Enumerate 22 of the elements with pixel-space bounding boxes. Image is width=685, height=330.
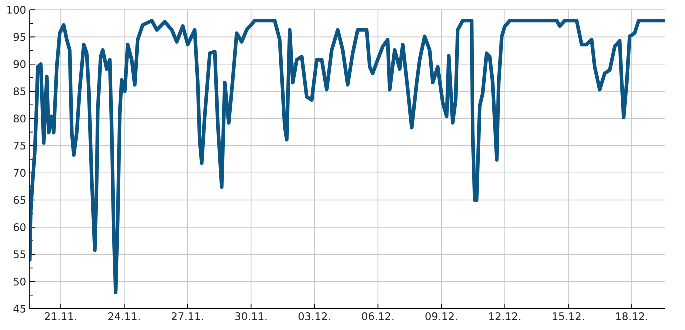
x-tick-label: 27.11. xyxy=(172,312,204,320)
x-tick-label: 03.12. xyxy=(298,312,330,320)
y-tick-label: 95 xyxy=(14,33,26,42)
y-tick-label: 90 xyxy=(14,60,26,68)
y-tick-label: 70 xyxy=(14,169,26,178)
y-tick-label: 50 xyxy=(14,278,26,286)
y-tick-label: 45 xyxy=(14,305,26,313)
y-tick-label: 100 xyxy=(8,6,26,14)
x-tick-label: 06.12. xyxy=(362,312,394,320)
y-tick-label: 65 xyxy=(14,196,26,204)
x-tick-label: 30.11. xyxy=(235,312,267,320)
y-tick-label: 85 xyxy=(14,88,26,96)
y-tick-label: 75 xyxy=(14,142,26,150)
x-tick-label: 24.11. xyxy=(108,312,140,320)
x-tick-label: 15.12. xyxy=(553,312,584,320)
y-tick-label: 55 xyxy=(14,250,26,259)
y-tick-label: 80 xyxy=(14,114,26,123)
x-tick-label: 12.12. xyxy=(490,312,521,320)
x-tick-label: 09.12. xyxy=(426,312,458,320)
x-tick-label: 21.11. xyxy=(45,312,76,320)
y-tick-label: 60 xyxy=(14,223,26,232)
x-tick-label: 18.12. xyxy=(616,312,648,320)
